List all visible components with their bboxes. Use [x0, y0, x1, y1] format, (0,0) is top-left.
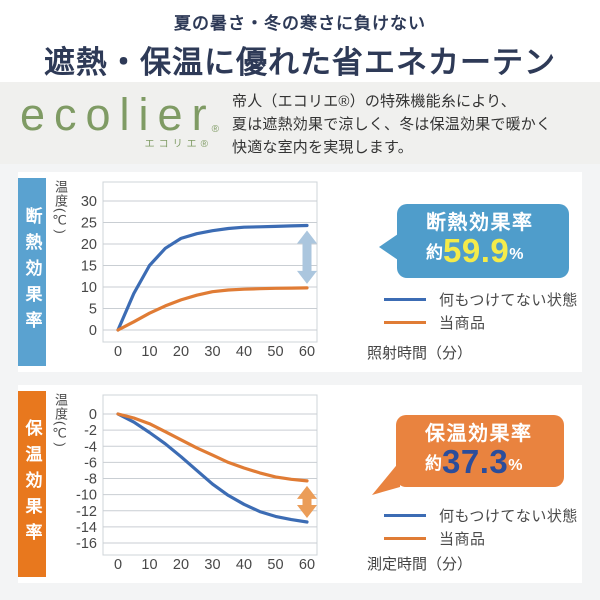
svg-text:0: 0 — [89, 323, 97, 339]
svg-text:60: 60 — [299, 557, 315, 573]
description-line: 帝人（エコリエ®）の特殊機能糸により、 — [232, 93, 516, 110]
charts-region: 0 5 10 15 20 25 30 0 10 20 30 40 50 60 断熱効果率 温度(℃) 断熱… — [0, 164, 600, 600]
svg-text:15: 15 — [81, 259, 97, 275]
page-header: 夏の暑さ・冬の寒さに負けない 遮熱・保温に優れた省エネカーテン — [0, 0, 600, 82]
callout-number: 37.3 — [442, 443, 509, 480]
svg-text:30: 30 — [81, 194, 97, 210]
brand-logo: ecolier® エコリエ® — [20, 92, 230, 150]
svg-text:5: 5 — [89, 302, 97, 318]
svg-text:40: 40 — [236, 557, 252, 573]
svg-text:10: 10 — [141, 557, 157, 573]
brand-kana: エコリエ® — [144, 139, 212, 150]
svg-text:-4: -4 — [84, 439, 97, 455]
svg-text:30: 30 — [204, 344, 220, 360]
svg-text:50: 50 — [267, 557, 283, 573]
svg-text:40: 40 — [236, 344, 252, 360]
callout-unit: % — [508, 457, 523, 474]
legend-item: 何もつけてない状態 — [384, 504, 578, 527]
callout-title: 保温効果率 — [425, 423, 533, 445]
svg-text:20: 20 — [173, 344, 189, 360]
svg-text:-14: -14 — [76, 520, 97, 536]
callout-pointer-icon — [372, 461, 400, 495]
svg-text:-2: -2 — [84, 423, 97, 439]
legend-item: 当商品 — [384, 311, 578, 334]
heat-retention-side-tab: 保温効果率 — [18, 391, 46, 577]
svg-text:30: 30 — [204, 557, 220, 573]
svg-text:25: 25 — [81, 216, 97, 232]
svg-text:60: 60 — [299, 344, 315, 360]
svg-text:0: 0 — [89, 407, 97, 423]
insulation-section: 0 5 10 15 20 25 30 0 10 20 30 40 50 60 断熱効果率 温度(℃) 断熱… — [18, 172, 582, 372]
svg-text:-8: -8 — [84, 472, 97, 488]
y-axis-title: 温度(℃) — [53, 180, 68, 235]
legend-line-icon — [384, 537, 426, 540]
legend-line-icon — [384, 321, 426, 324]
svg-text:0: 0 — [114, 557, 122, 573]
legend-label: 何もつけてない状態 — [439, 508, 578, 525]
callout-value: 約37.3% — [425, 443, 564, 481]
legend-label: 当商品 — [439, 315, 486, 332]
svg-text:10: 10 — [81, 280, 97, 296]
legend: 何もつけてない状態 当商品 — [384, 504, 578, 550]
insulation-side-tab: 断熱効果率 — [18, 178, 46, 366]
description-line: 夏は遮熱効果で涼しく、冬は保温効果で暖かく — [232, 116, 552, 133]
svg-text:-10: -10 — [76, 488, 97, 504]
insulation-chart: 0 5 10 15 20 25 30 0 10 20 30 40 50 60 — [81, 181, 318, 360]
svg-text:20: 20 — [173, 557, 189, 573]
header-subtitle: 夏の暑さ・冬の寒さに負けない — [174, 14, 426, 33]
callout-unit: % — [509, 246, 524, 263]
svg-text:10: 10 — [141, 344, 157, 360]
svg-text:50: 50 — [267, 344, 283, 360]
callout-pointer-icon — [379, 234, 398, 260]
x-axis-title: 測定時間（分） — [367, 556, 473, 573]
description-line: 快適な室内を実現します。 — [232, 139, 413, 156]
y-axis-title: 温度(℃) — [53, 393, 68, 448]
svg-text:-16: -16 — [76, 536, 97, 552]
legend-item: 何もつけてない状態 — [384, 288, 578, 311]
legend-label: 何もつけてない状態 — [439, 292, 578, 309]
heat-retention-chart: 0-2-4-6-8-10-12-14-160 10 20 30 40 50 60 — [76, 394, 318, 573]
legend-line-icon — [384, 298, 426, 301]
callout-number: 59.9 — [443, 232, 510, 269]
heat-retention-section: 0 -2 -4 -6 -8 -10 -12 -14 -16 0 10 20 30 40 50 60 保温効果率… — [18, 385, 582, 583]
callout-value: 約59.9% — [426, 232, 569, 270]
svg-text:-6: -6 — [84, 455, 97, 471]
side-tab-label: 保温効果率 — [22, 419, 42, 549]
page-title: 遮熱・保温に優れた省エネカーテン — [44, 45, 556, 80]
legend-line-icon — [384, 514, 426, 517]
legend: 何もつけてない状態 当商品 — [384, 288, 578, 334]
svg-text:-12: -12 — [76, 504, 97, 520]
brand-description: 帝人（エコリエ®）の特殊機能糸により、 夏は遮熱効果で涼しく、冬は保温効果で暖か… — [232, 90, 592, 159]
insulation-callout: 断熱効果率 約59.9% — [379, 204, 569, 278]
legend-item: 当商品 — [384, 527, 578, 550]
registered-mark: ® — [211, 124, 219, 135]
svg-text:20: 20 — [81, 237, 97, 253]
brand-name: ecolier — [20, 89, 216, 140]
callout-title: 断熱効果率 — [426, 212, 534, 234]
svg-text:0: 0 — [114, 344, 122, 360]
side-tab-label: 断熱効果率 — [22, 207, 42, 337]
callout-prefix: 約 — [425, 454, 442, 473]
brand-intro: ecolier® エコリエ® 帝人（エコリエ®）の特殊機能糸により、 夏は遮熱効… — [0, 82, 600, 164]
callout-prefix: 約 — [426, 243, 443, 262]
heat-retention-callout: 保温効果率 約37.3% — [372, 415, 564, 495]
legend-label: 当商品 — [439, 531, 486, 548]
x-axis-title: 照射時間（分） — [367, 345, 473, 362]
